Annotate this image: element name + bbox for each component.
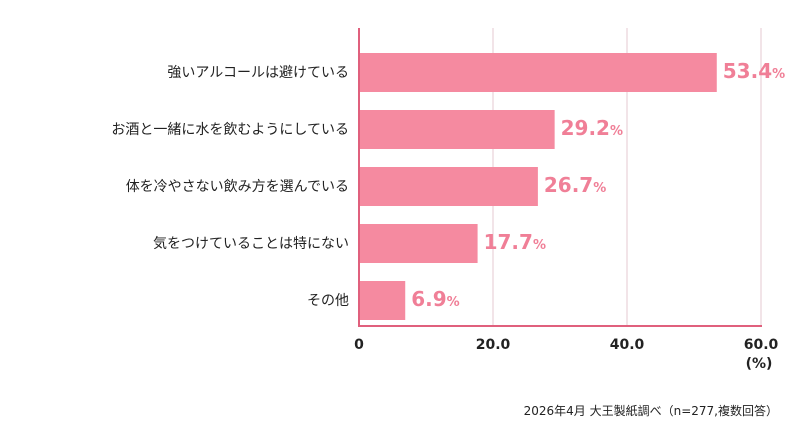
bar: [359, 224, 478, 263]
data-label: 29.2%: [561, 117, 623, 143]
data-label-unit: %: [446, 294, 460, 310]
data-label-value: 26.7: [543, 172, 594, 197]
x-tick-label: 40.0: [609, 337, 645, 353]
data-label-value: 29.2: [560, 115, 610, 140]
data-label-unit: %: [609, 123, 624, 139]
category-label: お酒と一緒に水を飲むようにしている: [111, 121, 349, 138]
data-label-unit: %: [772, 66, 786, 82]
axis-unit-label: (%): [745, 356, 773, 372]
data-label-unit: %: [532, 237, 546, 253]
bar: [359, 167, 538, 206]
category-label: その他: [307, 292, 349, 309]
data-label: 26.7%: [544, 174, 606, 200]
category-label: 気をつけていることは特にない: [153, 235, 349, 252]
category-label: 体を冷やさない飲み方を選んでいる: [125, 178, 349, 195]
category-label: 強いアルコールは避けている: [167, 64, 349, 81]
data-label-unit: %: [593, 180, 607, 196]
x-tick-label: 60.0: [743, 337, 779, 353]
bar: [359, 53, 717, 92]
x-tick-label: 20.0: [475, 337, 511, 353]
data-label-value: 17.7: [483, 229, 533, 254]
data-label: 6.9%: [411, 288, 459, 314]
data-label: 53.4%: [723, 60, 785, 86]
bar: [359, 110, 555, 149]
data-label-value: 6.9: [411, 286, 447, 311]
x-tick-label: 0: [354, 337, 364, 353]
source-note: 2026年4月 大王製紙調べ（n=277,複数回答）: [523, 404, 778, 418]
bar: [359, 281, 406, 320]
data-label-value: 53.4: [722, 58, 773, 83]
data-label: 17.7%: [484, 231, 546, 257]
